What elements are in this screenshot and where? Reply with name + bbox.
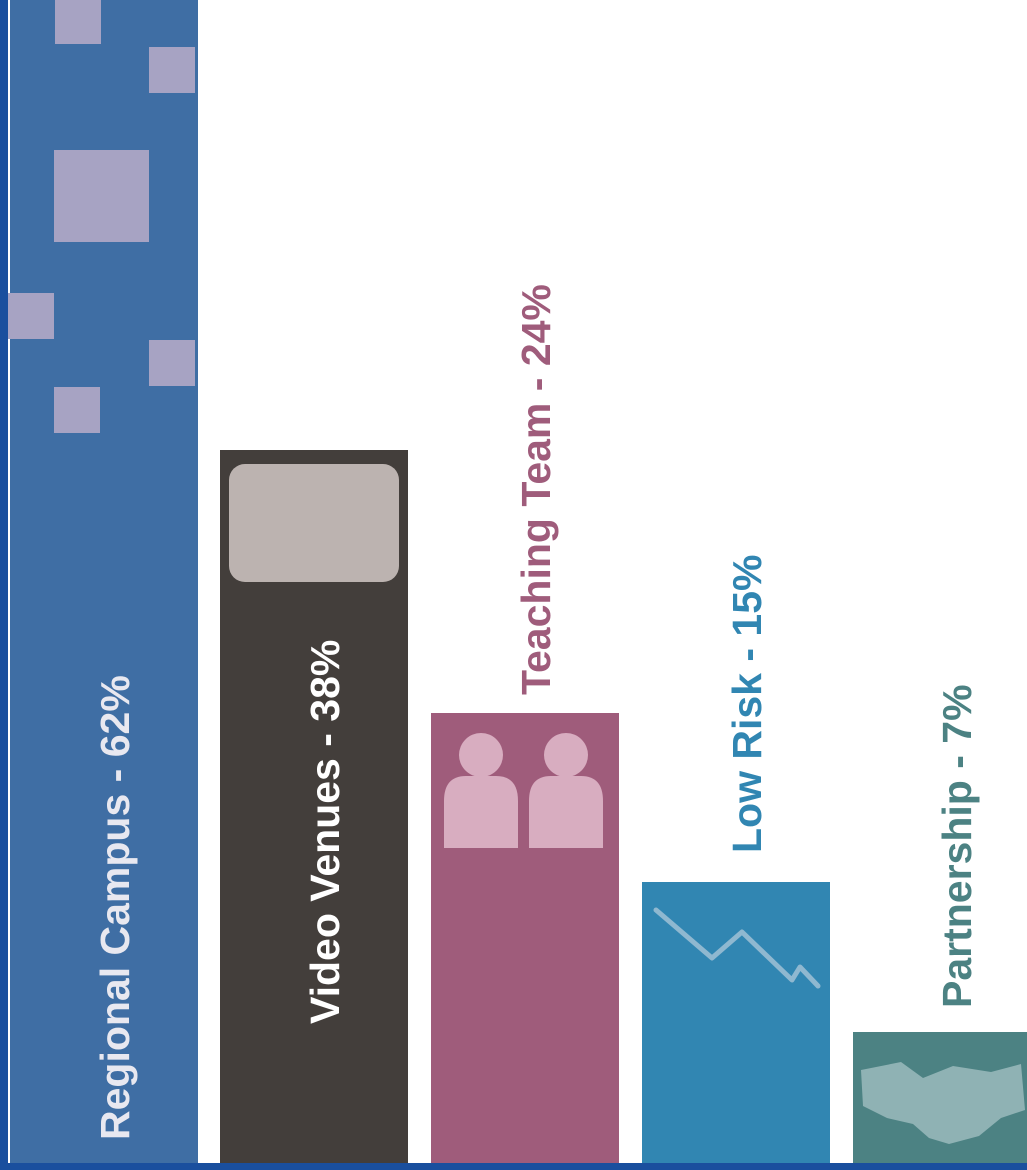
label-regional: Regional Campus - 62% <box>92 675 138 1140</box>
person-head <box>544 733 588 777</box>
label-teaching: Teaching Team - 24% <box>513 284 559 695</box>
label-video: Video Venues - 38% <box>302 640 348 1024</box>
deco-square <box>55 0 101 44</box>
person-body <box>529 776 603 848</box>
deco-square <box>149 340 195 386</box>
bar-lowrisk <box>642 882 830 1163</box>
label-partnership: Partnership - 7% <box>934 684 980 1008</box>
people-icon <box>444 733 603 848</box>
deco-square <box>54 150 149 242</box>
squares-pattern-icon <box>8 0 195 433</box>
deco-square <box>8 293 54 339</box>
person-body <box>444 776 518 848</box>
person-head <box>459 733 503 777</box>
deco-square <box>54 387 100 433</box>
handshake-icon <box>861 1062 1025 1144</box>
trend-down-icon <box>653 907 821 989</box>
label-lowrisk: Low Risk - 15% <box>724 555 770 853</box>
video-screen-icon <box>229 464 399 582</box>
deco-square <box>149 47 195 93</box>
